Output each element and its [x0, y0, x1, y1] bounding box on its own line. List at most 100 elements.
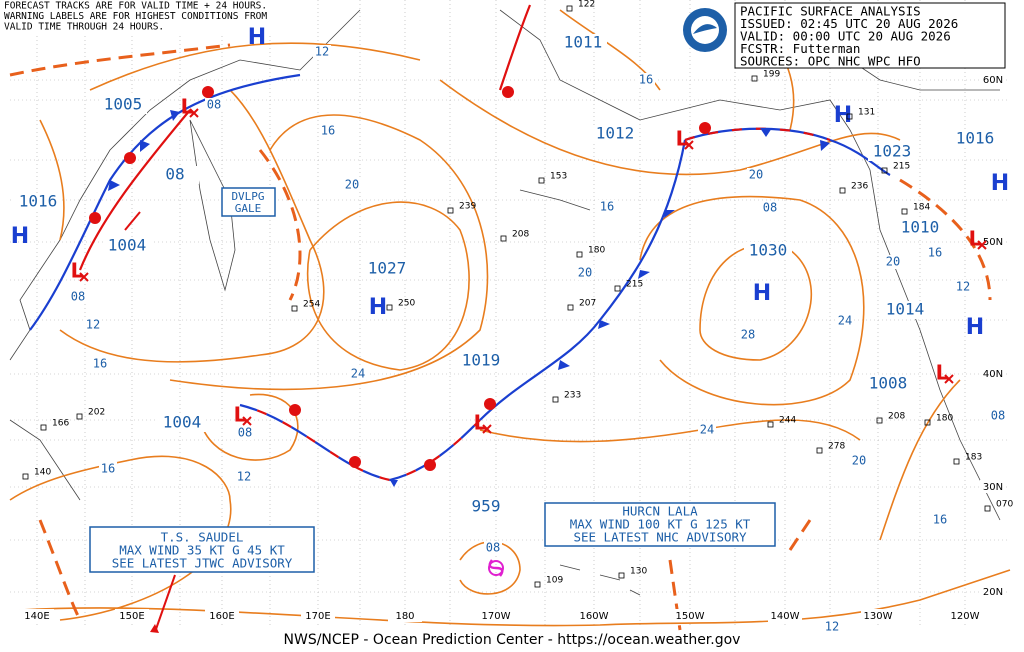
pressure-label: 1004 — [163, 413, 202, 432]
label-bg — [739, 328, 757, 342]
notice-line: VALID TIME THROUGH 24 HOURS. — [4, 22, 164, 33]
station-value: 208 — [888, 412, 905, 422]
station-value: 166 — [52, 419, 69, 429]
high-center: H — [966, 315, 984, 340]
station-marker — [567, 304, 574, 311]
pressure-label: 1011 — [564, 33, 603, 52]
isobar-label: 16 — [93, 357, 107, 371]
low-center: L — [676, 127, 689, 151]
longitude-label: 170W — [482, 611, 511, 622]
station-marker — [447, 207, 454, 214]
station-marker — [614, 285, 621, 292]
footer: NWS/NCEP - Ocean Prediction Center - htt… — [284, 632, 741, 648]
header-line: SOURCES: OPC NHC WPC HFO — [740, 54, 921, 69]
isobar-label: 08 — [486, 541, 500, 555]
label-bg — [484, 541, 502, 555]
label-bg — [884, 255, 902, 269]
isobar-label: 16 — [101, 462, 115, 476]
labels: 140E 150E 160E 170E 180 170W 160W 150W 140W 130W 1… — [4, 0, 1013, 648]
isobar-label: 24 — [838, 314, 852, 328]
low-x — [482, 424, 492, 434]
isobar-label: 16 — [600, 200, 614, 214]
station-value: 153 — [550, 172, 567, 182]
station-value: 244 — [779, 416, 796, 426]
station-marker — [953, 458, 960, 465]
station-value: 184 — [913, 203, 930, 213]
latitude-label: 30N — [983, 482, 1003, 493]
header-line: VALID: 00:00 UTC 20 AUG 2026 — [740, 29, 951, 44]
longitude-label: 150W — [676, 611, 705, 622]
station-marker — [291, 305, 298, 312]
advisory-line: SEE LATEST NHC ADVISORY — [573, 530, 747, 545]
station-marker — [924, 419, 931, 426]
notice-line: FORECAST TRACKS ARE FOR VALID TIME + 24 … — [4, 1, 267, 12]
notice-box — [2, 0, 302, 33]
high-center: H — [11, 224, 29, 249]
isobar-label: 12 — [315, 45, 329, 59]
isobar-label: 16 — [933, 513, 947, 527]
high-center: H — [834, 103, 852, 128]
grid — [10, 0, 1010, 628]
gale-line: DVLPG — [231, 190, 264, 203]
label-bg — [576, 266, 594, 280]
label-bg — [349, 367, 367, 381]
low-center: L — [936, 361, 949, 385]
station-marker — [40, 424, 47, 431]
label-bg — [301, 609, 335, 622]
pressure-label: 959 — [472, 497, 501, 516]
advisory-box — [544, 502, 776, 547]
label-bg — [319, 124, 337, 138]
pressure-label: 1010 — [901, 218, 940, 237]
isobar-label: 24 — [351, 367, 365, 381]
warning-areas — [9, 43, 992, 631]
label-bg — [103, 237, 151, 255]
label-bg — [931, 513, 949, 527]
label-bg — [747, 168, 765, 182]
advisory-line: T.S. SAUDEL — [161, 530, 244, 545]
label-bg — [479, 609, 513, 622]
label-bg — [744, 242, 792, 260]
label-bg — [761, 201, 779, 215]
pressure-label: 1004 — [108, 236, 147, 255]
label-bg — [313, 45, 331, 59]
fronts — [29, 4, 891, 482]
header-box — [734, 2, 1006, 69]
station-marker — [767, 421, 774, 428]
pressure-label: 1012 — [596, 124, 635, 143]
label-bg — [388, 609, 422, 622]
label-bg — [343, 178, 361, 192]
pressure-label: 1030 — [749, 241, 788, 260]
low-center: L — [474, 411, 487, 435]
isobar-label: 20 — [886, 255, 900, 269]
label-bg — [235, 470, 253, 484]
low-x — [79, 272, 89, 282]
isobar-label: 12 — [825, 620, 839, 634]
label-bg — [20, 609, 54, 622]
station-value: 250 — [398, 299, 415, 309]
label-bg — [91, 357, 109, 371]
station-value: 278 — [828, 442, 845, 452]
low-center: L — [71, 259, 84, 283]
label-bg — [236, 426, 254, 440]
station-marker — [901, 208, 908, 215]
label-bg — [980, 73, 1006, 86]
notice-line: WARNING LABELS ARE FOR HIGHEST CONDITION… — [4, 11, 267, 22]
isobar-label: 28 — [741, 328, 755, 342]
longitude-label: 180 — [395, 611, 414, 622]
pressure-label: 1027 — [368, 259, 407, 278]
station-value: 239 — [459, 202, 476, 212]
high-center: H — [753, 281, 771, 306]
isobar-label: 08 — [207, 98, 221, 112]
station-marker — [846, 113, 853, 120]
advisory-line: MAX WIND 100 KT G 125 KT — [570, 517, 751, 532]
track-arrow — [124, 211, 141, 231]
pressure-label: 1014 — [886, 300, 925, 319]
station-value: 180 — [936, 414, 953, 424]
latitude-label: 60N — [983, 75, 1003, 86]
station-value: 109 — [546, 576, 563, 586]
station-value: 183 — [965, 453, 982, 463]
header-line: ISSUED: 02:45 UTC 20 AUG 2026 — [740, 16, 958, 31]
label-bg — [980, 367, 1006, 380]
label-bg — [457, 352, 505, 370]
label-bg — [158, 414, 206, 432]
